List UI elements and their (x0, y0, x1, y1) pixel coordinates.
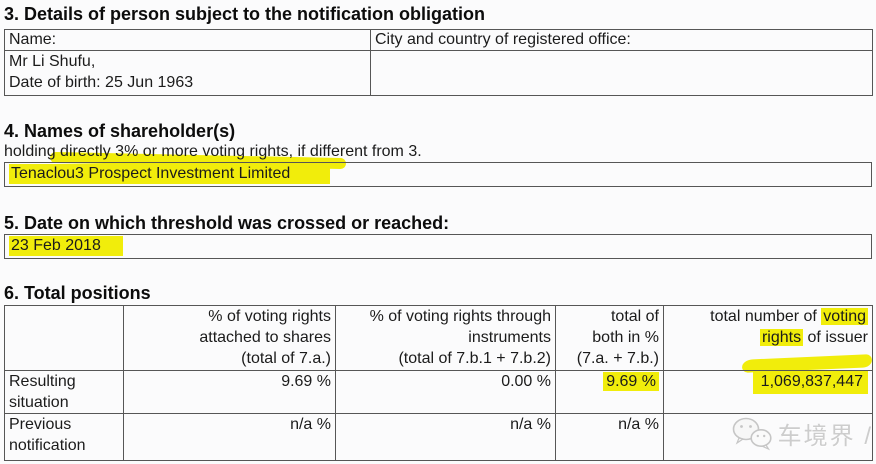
resulting-situation-row: Resulting situation 9.69 % 0.00 % 9.69 %… (4, 370, 873, 414)
shareholder-name-highlighted: Tenaclou3 Prospect Investment Limited (9, 164, 331, 184)
table-header-row: % of voting rights attached to shares (t… (4, 305, 873, 371)
pct-instruments-cell: n/a % (335, 413, 556, 461)
table-row: Name: City and country of registered off… (4, 29, 873, 51)
city-value-cell (370, 50, 873, 96)
row-label-cell: Previous notification (4, 413, 124, 461)
table-row: Mr Li Shufu, Date of birth: 25 Jun 1963 (4, 50, 873, 96)
header-total-voting-rights-cell: total number of voting rights of issuer (663, 305, 873, 371)
pct-instruments-cell: 0.00 % (335, 370, 556, 414)
table-row: Tenaclou3 Prospect Investment Limited (4, 162, 872, 187)
section4-heading: 4. Names of shareholder(s) (4, 121, 236, 141)
threshold-date-highlighted: 23 Feb 2018 (9, 236, 123, 256)
table-row: 23 Feb 2018 (4, 234, 872, 259)
watermark-text: 车境界 / (777, 422, 873, 450)
wechat-icon (731, 416, 773, 457)
row-label-cell: Resulting situation (4, 370, 124, 414)
section3-heading: 3. Details of person subject to the noti… (4, 4, 486, 24)
city-label-cell: City and country of registered office: (370, 29, 873, 51)
person-name: Mr Li Shufu, (9, 53, 96, 70)
header-total-pct-cell: total of both in % (7.a. + 7.b.) (555, 305, 664, 371)
pct-total-highlighted: 9.69 % (603, 372, 659, 391)
threshold-date-cell: 23 Feb 2018 (4, 234, 872, 259)
section4-subtext: holding directly 3% or more voting right… (4, 143, 422, 160)
pct-total-cell: 9.69 % (555, 370, 664, 414)
total-voting-rights-cell: 1,069,837,447 (663, 370, 873, 414)
highlighted-word: rights (759, 329, 804, 346)
threshold-date-table: 23 Feb 2018 (4, 234, 872, 259)
section5-heading: 5. Date on which threshold was crossed o… (4, 213, 450, 233)
shareholder-cell: Tenaclou3 Prospect Investment Limited (4, 162, 872, 187)
person-birthdate: Date of birth: 25 Jun 1963 (9, 74, 194, 91)
name-value-cell: Mr Li Shufu, Date of birth: 25 Jun 1963 (4, 50, 371, 96)
header-pct-instruments-cell: % of voting rights through instruments (… (335, 305, 556, 371)
shareholder-table: Tenaclou3 Prospect Investment Limited (4, 162, 872, 187)
name-label-cell: Name: (4, 29, 371, 51)
pct-shares-cell: 9.69 % (123, 370, 336, 414)
pct-total-cell: n/a % (555, 413, 664, 461)
previous-notification-row: Previous notification n/a % n/a % n/a % (4, 413, 873, 461)
pct-shares-cell: n/a % (123, 413, 336, 461)
total-positions-table: % of voting rights attached to shares (t… (4, 305, 873, 461)
highlighted-word: voting (821, 308, 868, 325)
section3-table: Name: City and country of registered off… (4, 29, 873, 96)
watermark: 车境界 / (731, 416, 873, 457)
section6-heading: 6. Total positions (4, 283, 151, 303)
header-pct-shares-cell: % of voting rights attached to shares (t… (123, 305, 336, 371)
corner-header-cell (4, 305, 124, 371)
total-voting-rights-highlighted: 1,069,837,447 (752, 371, 868, 394)
